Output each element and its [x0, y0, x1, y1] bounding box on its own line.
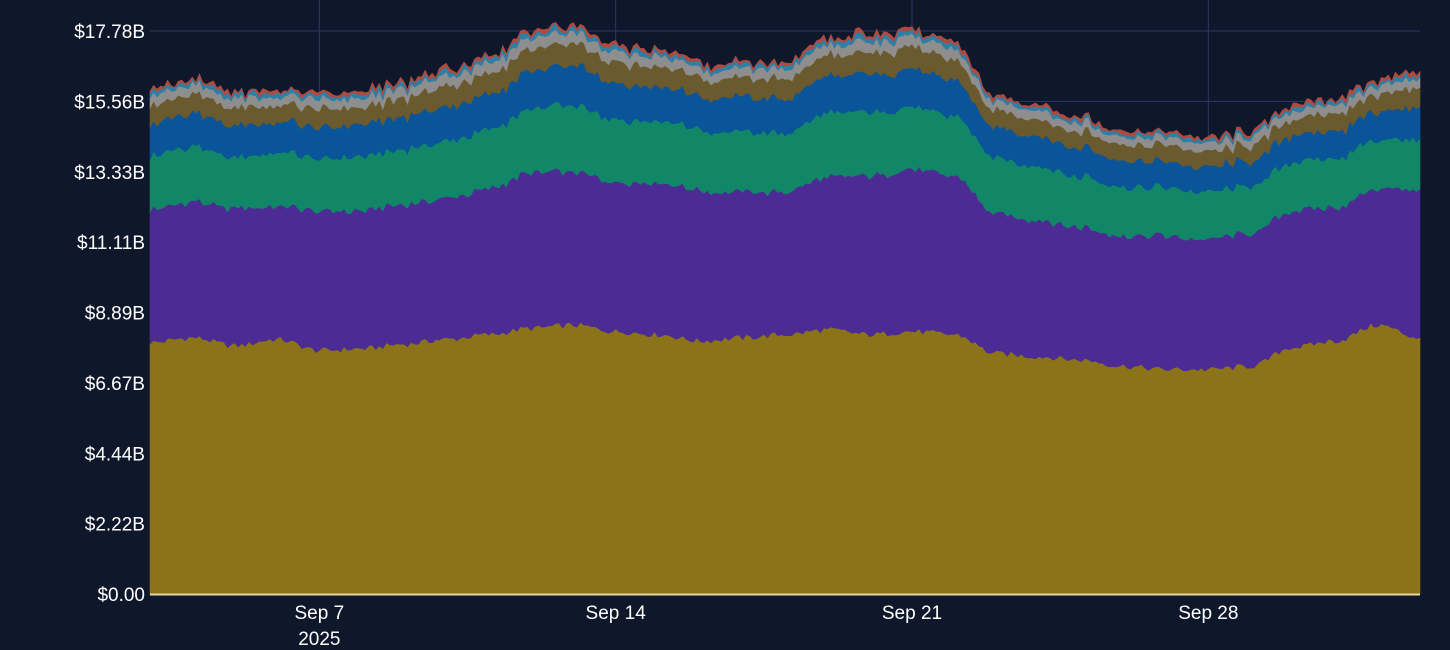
y-tick-label: $11.11B	[77, 233, 145, 254]
y-tick-label: $2.22B	[85, 515, 145, 536]
y-tick-label: $15.56B	[74, 92, 145, 113]
y-tick-label: $6.67B	[85, 374, 145, 395]
area-series	[149, 21, 1421, 595]
x-tick-label: Sep 21	[882, 603, 942, 624]
y-tick-label: $17.78B	[74, 22, 145, 43]
y-tick-label: $4.44B	[85, 444, 145, 465]
x-tick-label: Sep 7	[295, 603, 345, 624]
y-tick-label: $8.89B	[85, 304, 145, 325]
x-tick-label: Sep 14	[586, 603, 647, 624]
x-tick-label: Sep 28	[1178, 603, 1238, 624]
y-tick-label: $0.00	[97, 585, 145, 606]
area-series-8	[149, 21, 1421, 144]
y-tick-label: $13.33B	[74, 163, 145, 184]
x-tick-year-label: 2025	[298, 629, 340, 650]
axes: $0.00 $2.22B $4.44B $6.67B $8.89B $11.11B $13.…	[74, 22, 1420, 650]
